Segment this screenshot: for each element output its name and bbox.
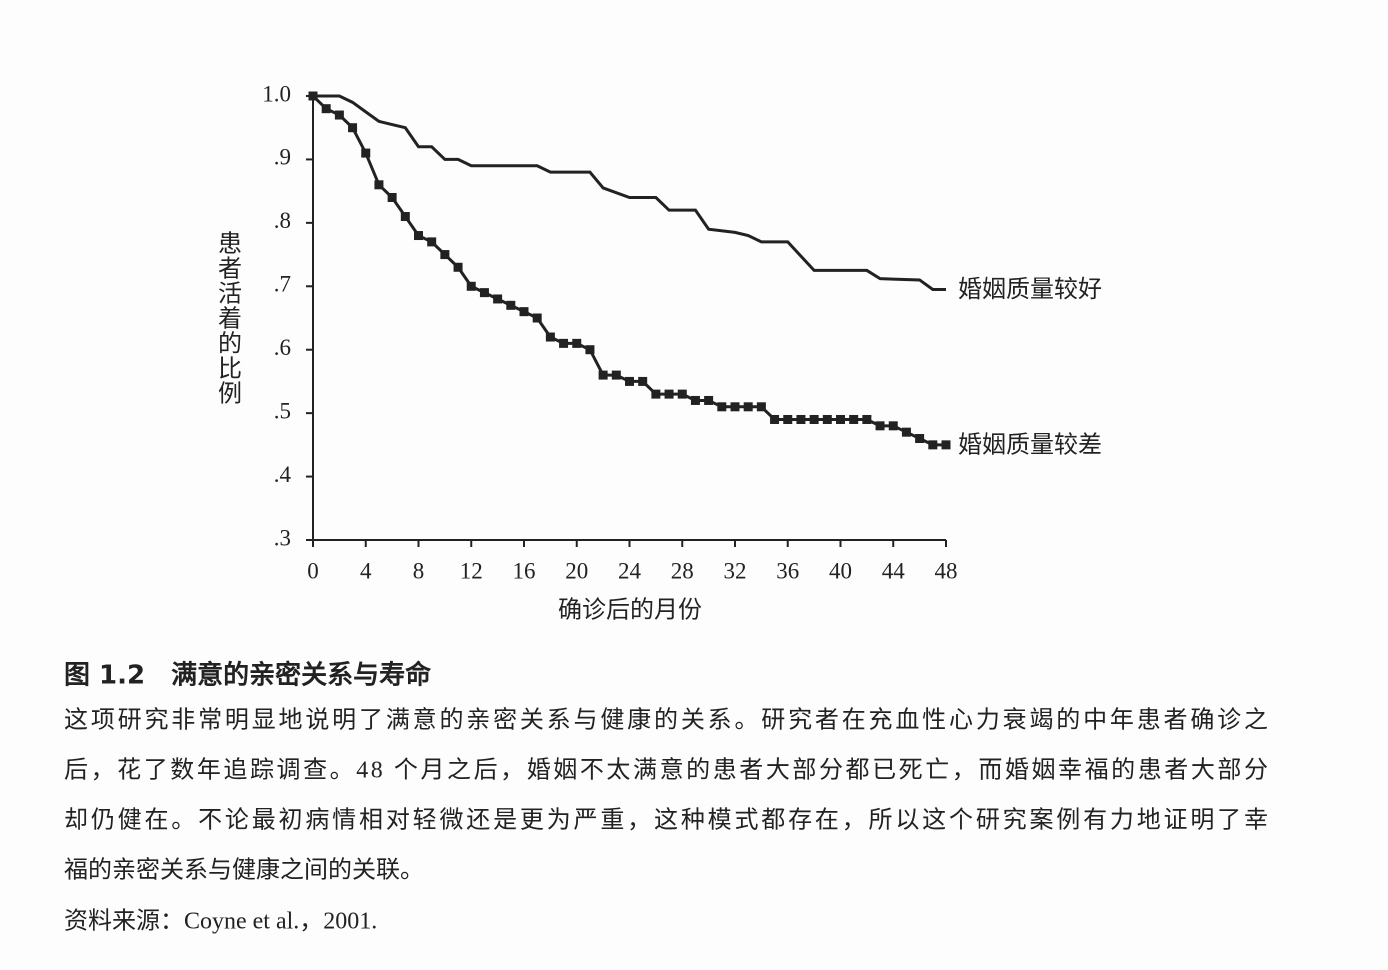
y-tick-label: .9	[274, 145, 291, 170]
x-tick-label: 44	[882, 558, 906, 583]
marker	[849, 414, 859, 424]
y-tick-label: 1.0	[262, 81, 291, 106]
caption-line: 却仍健在。不论最初病情相对轻微还是更为严重，这种模式都存在，所以这个研究案例有力…	[64, 807, 1268, 834]
y-tick-label: .5	[274, 398, 291, 423]
marker	[532, 313, 542, 323]
marker	[770, 414, 780, 424]
x-tick-label: 40	[829, 558, 852, 583]
marker	[743, 402, 753, 412]
x-tick-label: 8	[413, 558, 425, 583]
marker	[427, 237, 437, 247]
x-tick-label: 32	[724, 558, 747, 583]
marker	[888, 421, 898, 431]
y-tick-label: .4	[274, 462, 292, 487]
marker	[796, 414, 806, 424]
x-tick-label: 48	[935, 558, 958, 583]
marker	[545, 332, 555, 342]
marker	[387, 192, 397, 202]
marker	[374, 180, 384, 190]
marker	[875, 421, 885, 431]
marker	[836, 414, 845, 424]
marker	[730, 402, 740, 412]
x-tick-label: 0	[307, 558, 319, 583]
marker	[677, 389, 687, 399]
marker	[414, 231, 423, 241]
caption-line: 后，花了数年追踪调查。48 个月之后，婚姻不太满意的患者大部分都已死亡，而婚姻幸…	[64, 757, 1268, 784]
marker	[466, 281, 476, 291]
marker	[822, 414, 832, 424]
marker	[572, 338, 582, 348]
marker	[519, 307, 529, 317]
marker	[348, 123, 358, 133]
y-axis-label: 患者活着的比例	[213, 231, 241, 406]
caption-source: 资料来源：Coyne et al.，2001.	[64, 908, 377, 935]
series-label: 婚姻质量较好	[958, 276, 1102, 303]
x-tick-label: 24	[618, 558, 642, 583]
marker	[862, 414, 872, 424]
series-label: 婚姻质量较差	[958, 431, 1102, 458]
y-tick-label: .7	[274, 272, 291, 297]
marker	[901, 427, 911, 437]
marker	[321, 104, 331, 114]
marker	[638, 376, 648, 386]
x-tick-label: 4	[360, 558, 372, 583]
y-tick-label: .6	[274, 335, 291, 360]
marker	[664, 389, 674, 399]
marker	[440, 250, 450, 260]
marker	[334, 110, 344, 120]
marker	[453, 262, 463, 272]
x-tick-label: 36	[776, 558, 799, 583]
x-axis-label: 确诊后的月份	[558, 597, 702, 624]
marker	[479, 288, 489, 298]
marker	[756, 402, 766, 412]
marker	[493, 294, 503, 304]
y-tick-label: .8	[274, 208, 291, 233]
marker	[690, 395, 700, 405]
marker	[559, 338, 569, 348]
caption-line: 这项研究非常明显地说明了满意的亲密关系与健康的关系。研究者在充血性心力衰竭的中年…	[64, 707, 1268, 734]
marker	[361, 148, 371, 158]
marker	[783, 414, 793, 424]
marker	[941, 440, 951, 450]
x-tick-label: 28	[671, 558, 694, 583]
x-tick-label: 16	[513, 558, 536, 583]
marker	[400, 212, 410, 222]
marker	[928, 440, 938, 450]
marker	[809, 414, 819, 424]
marker	[717, 402, 727, 412]
x-tick-label: 12	[460, 558, 483, 583]
caption-title: 图 1.2 满意的亲密关系与寿命	[64, 660, 432, 691]
x-tick-label: 20	[565, 558, 588, 583]
marker	[308, 91, 318, 101]
marker	[585, 345, 595, 355]
marker	[704, 395, 714, 405]
marker	[506, 300, 516, 310]
caption-line: 福的亲密关系与健康之间的关联。	[64, 857, 424, 884]
marker	[625, 376, 634, 386]
y-tick-label: .3	[274, 525, 291, 550]
marker	[598, 370, 608, 380]
series-line	[313, 94, 946, 291]
marker	[611, 370, 621, 380]
marker	[651, 389, 661, 399]
marker	[915, 434, 925, 444]
